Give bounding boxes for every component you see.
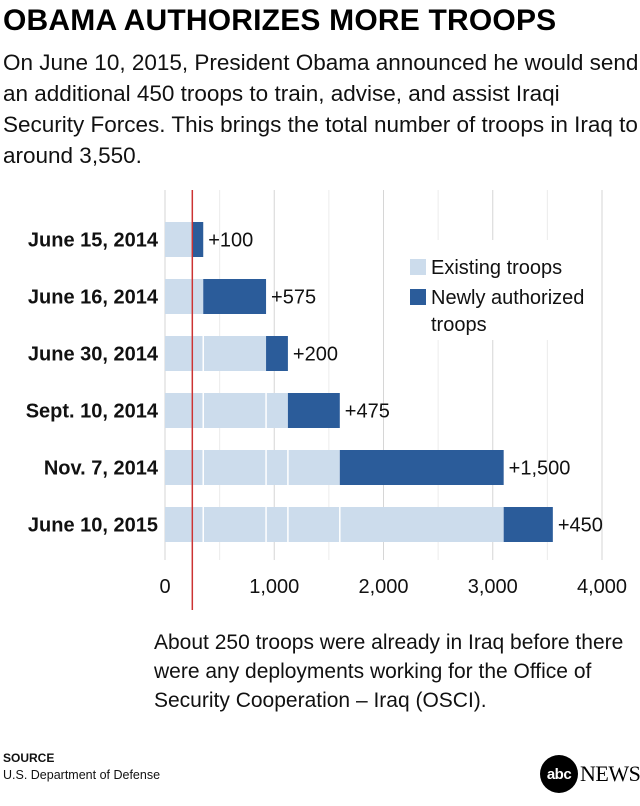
abc-logo-circle: abc — [540, 755, 578, 793]
legend-swatch-existing — [410, 259, 426, 275]
source-label: SOURCE — [3, 751, 55, 765]
bar-new — [339, 450, 504, 485]
chart-title: OBAMA AUTHORIZES MORE TROOPS — [3, 4, 557, 37]
x-tick-label: 4,000 — [577, 576, 627, 598]
legend: Existing troops Newly authorized troops — [402, 240, 598, 340]
legend-label-new-line1: Newly authorized — [431, 287, 584, 309]
x-tick-label: 0 — [159, 576, 170, 598]
bar-data-label: +100 — [208, 230, 253, 252]
x-tick-label: 2,000 — [358, 576, 408, 598]
legend-swatch-new — [410, 289, 426, 305]
abc-news-logo: abc NEWS — [540, 754, 640, 794]
bar-existing — [165, 393, 288, 428]
bar-data-label: +575 — [271, 287, 316, 309]
bar-existing — [165, 279, 204, 314]
category-label: June 16, 2014 — [28, 287, 159, 309]
bar-data-label: +200 — [293, 344, 338, 366]
bar-data-label: +1,500 — [509, 458, 571, 480]
labels: 0 1,000 2,000 3,000 4,000 +100 June 15, 2014 +5… — [26, 190, 627, 610]
category-label: Sept. 10, 2014 — [26, 401, 159, 423]
legend-background — [402, 240, 598, 340]
bar-new — [203, 279, 267, 314]
bar-new — [266, 336, 288, 371]
bar-existing — [165, 336, 267, 371]
category-label: Nov. 7, 2014 — [44, 458, 159, 480]
bar-new — [503, 507, 553, 542]
logo-news-word: NEWS — [580, 761, 640, 786]
bar-new — [287, 393, 340, 428]
category-label: June 10, 2015 — [28, 515, 158, 537]
x-tick-label: 3,000 — [468, 576, 518, 598]
troops-bar-chart: 0 1,000 2,000 3,000 4,000 +100 June 15, 2014 +5… — [26, 190, 627, 610]
bar-existing — [165, 450, 340, 485]
chart-subtitle: On June 10, 2015, President Obama announ… — [3, 50, 639, 168]
x-tick-label: 1,000 — [249, 576, 299, 598]
legend-label-new-line2: troops — [431, 314, 487, 336]
annotation-note: About 250 troops were already in Iraq be… — [154, 631, 624, 712]
bar-existing — [165, 507, 504, 542]
bar-new — [192, 222, 204, 257]
category-label: June 15, 2014 — [28, 230, 159, 252]
legend-label-existing: Existing troops — [431, 257, 562, 279]
source-text: U.S. Department of Defense — [3, 768, 161, 782]
category-label: June 30, 2014 — [28, 344, 159, 366]
bar-existing — [165, 222, 193, 257]
bar-data-label: +475 — [345, 401, 390, 423]
bar-data-label: +450 — [558, 515, 603, 537]
